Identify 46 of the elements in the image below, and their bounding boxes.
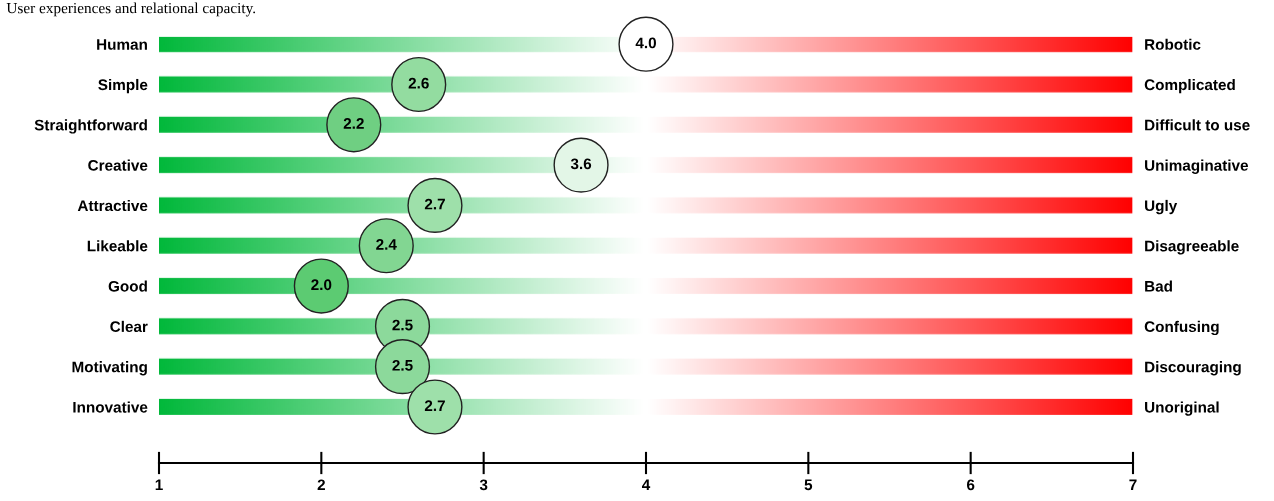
y2-tick-label: Ugly: [1145, 199, 1178, 215]
y2-tick-label: Confusing: [1144, 320, 1219, 336]
x-tick-label: 3: [479, 479, 488, 491]
y-tick-label: Simple: [98, 78, 148, 94]
data-label: 2.6: [408, 77, 429, 89]
point: [407, 379, 463, 435]
point: [358, 218, 414, 274]
point: [326, 97, 382, 153]
y-tick-label: Creative: [88, 159, 148, 171]
y2-tick-label: Discouraging: [1145, 361, 1241, 376]
y-tick-label: Attractive: [77, 199, 148, 212]
data-label: 2.2: [343, 118, 364, 129]
x-tick-label: 1: [155, 479, 163, 491]
y2-tick-label: Difficult to use: [1145, 119, 1250, 131]
y-tick-label: Likeable: [87, 240, 148, 252]
y-tick-label: Human: [97, 39, 147, 50]
x-tick-label: 6: [966, 479, 975, 491]
y-tick-label: Good: [108, 280, 147, 292]
point: [407, 177, 463, 234]
data-label: 2.5: [392, 319, 413, 331]
x-tick-label: 7: [1129, 479, 1137, 491]
x-tick-label: 4: [641, 479, 651, 491]
y-tick-label: Clear: [110, 320, 148, 333]
point: [293, 258, 349, 314]
x-tick-label: 5: [804, 479, 813, 491]
data-label: 2.7: [424, 400, 445, 411]
data-label: 2.4: [376, 239, 397, 250]
point: [618, 16, 674, 72]
data-label: 3.6: [570, 158, 592, 170]
y-tick-label: Straightforward: [34, 119, 147, 134]
data-label: 2.7: [424, 198, 445, 210]
y-tick-label: Motivating: [72, 361, 147, 376]
y2-tick-label: Complicated: [1144, 78, 1235, 94]
y2-tick-label: Bad: [1145, 280, 1172, 292]
y2-tick-label: Unimaginative: [1145, 159, 1249, 174]
data-label: 2.5: [392, 359, 413, 371]
x-tick-label: 2: [317, 479, 325, 491]
y2-tick-label: Disagreeable: [1145, 240, 1239, 255]
point: [553, 137, 609, 193]
chart-title: User experiences and relational capacity.: [6, 2, 256, 17]
point: [391, 56, 447, 113]
y2-tick-label: Unoriginal: [1145, 401, 1219, 416]
data-label: 2.0: [311, 279, 332, 291]
y-tick-label: Innovative: [73, 401, 148, 413]
data-label: 4.0: [635, 37, 656, 49]
y2-tick-label: Robotic: [1145, 38, 1201, 50]
